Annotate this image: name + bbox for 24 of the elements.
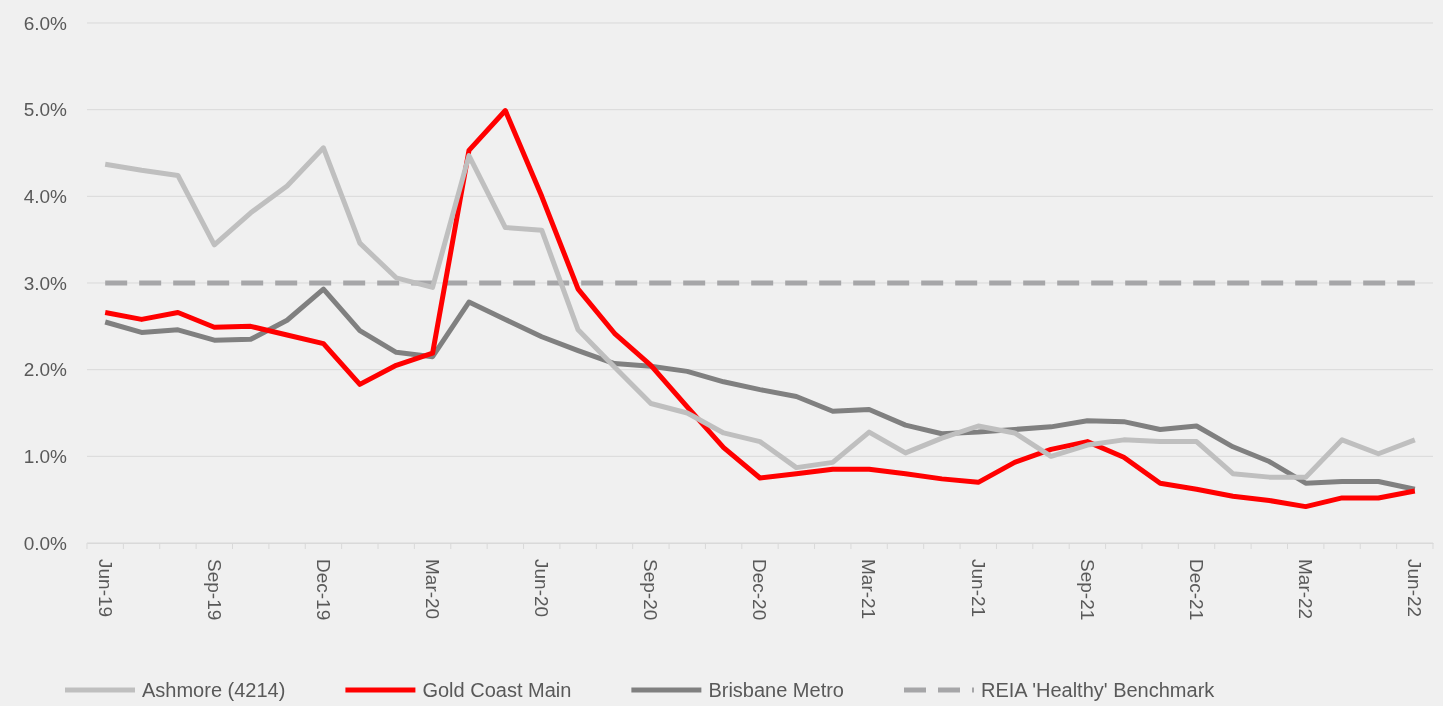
x-tick-label: Mar-22 <box>1295 559 1317 620</box>
x-tick-label: Mar-20 <box>421 559 443 620</box>
y-tick-label: 3.0% <box>23 272 68 294</box>
x-tick-label: Jun-19 <box>94 559 116 618</box>
x-tick-label: Jun-21 <box>967 559 989 618</box>
legend-label: Gold Coast Main <box>422 679 572 701</box>
x-tick-label: Jun-22 <box>1404 559 1426 618</box>
x-tick-label: Mar-21 <box>858 559 880 620</box>
y-tick-label: 0.0% <box>23 532 68 554</box>
y-tick-label: 4.0% <box>23 185 68 207</box>
y-tick-label: 6.0% <box>23 12 68 34</box>
x-tick-label: Jun-20 <box>531 559 553 618</box>
y-tick-label: 5.0% <box>23 99 68 121</box>
x-tick-label: Sep-21 <box>1076 559 1098 621</box>
legend-label: Brisbane Metro <box>708 679 844 701</box>
y-tick-label: 1.0% <box>23 445 68 467</box>
x-tick-label: Sep-20 <box>640 559 662 621</box>
y-tick-label: 2.0% <box>23 359 68 381</box>
x-tick-label: Dec-21 <box>1185 559 1207 621</box>
legend-label: REIA 'Healthy' Benchmark <box>981 679 1216 701</box>
x-tick-label: Dec-19 <box>312 559 334 621</box>
x-tick-label: Dec-20 <box>749 559 771 621</box>
legend-label: Ashmore (4214) <box>142 679 286 701</box>
x-tick-label: Sep-19 <box>203 559 225 621</box>
